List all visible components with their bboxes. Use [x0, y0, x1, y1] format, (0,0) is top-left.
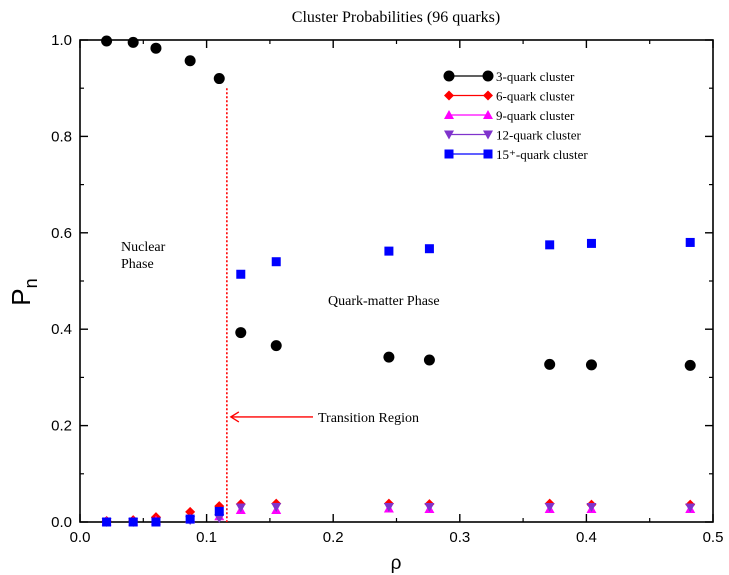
legend-label: 6-quark cluster	[496, 89, 575, 104]
data-point	[586, 503, 597, 513]
y-tick-label: 0.0	[51, 514, 72, 531]
transition-region-label: Transition Region	[318, 411, 419, 426]
series-0	[101, 35, 696, 371]
y-axis-label-main: P	[6, 288, 36, 305]
data-point	[128, 517, 138, 527]
legend-marker	[483, 130, 493, 140]
data-point	[151, 517, 161, 527]
data-point	[214, 514, 225, 524]
plot-frame	[79, 39, 714, 523]
x-tick-label: 0.0	[70, 529, 91, 546]
data-point	[383, 351, 395, 363]
legend-marker	[483, 110, 493, 119]
data-point	[101, 35, 113, 47]
data-point	[235, 503, 246, 513]
data-point	[585, 359, 597, 371]
data-point	[586, 238, 596, 248]
x-tick-label: 0.5	[703, 529, 724, 546]
legend-item: 9-quark cluster	[444, 108, 575, 123]
data-point	[423, 354, 435, 366]
data-point	[150, 42, 162, 54]
legend-label: 15⁺-quark cluster	[496, 147, 588, 162]
x-tick-label: 0.2	[323, 529, 344, 546]
data-point	[214, 506, 224, 516]
nuclear-phase-label-line1: Nuclear	[121, 240, 166, 255]
legend-item: 6-quark cluster	[444, 89, 575, 104]
x-tick-label: 0.3	[449, 529, 470, 546]
data-point	[102, 517, 112, 527]
data-point	[270, 340, 282, 352]
data-point	[185, 506, 196, 517]
y-tick-label: 1.0	[51, 32, 72, 49]
legend-item: 15⁺-quark cluster	[444, 147, 588, 162]
nuclear-phase-label-line2: Phase	[121, 257, 154, 272]
data-point	[684, 359, 696, 371]
x-axis-label: ρ	[391, 553, 402, 574]
data-point	[685, 503, 696, 513]
legend-item: 3-quark cluster	[443, 69, 575, 84]
data-point	[236, 269, 246, 279]
chart-title: Cluster Probabilities (96 quarks)	[292, 9, 500, 26]
x-tick-label: 0.4	[576, 529, 597, 546]
legend-marker	[483, 149, 493, 159]
legend: 3-quark cluster 6-quark cluster 9-quark cl…	[443, 69, 588, 162]
legend-marker	[443, 70, 455, 82]
legend-marker	[444, 130, 454, 140]
legend-label: 9-quark cluster	[496, 108, 575, 123]
data-point	[545, 240, 555, 250]
data-point	[424, 503, 435, 513]
legend-label: 3-quark cluster	[496, 69, 575, 84]
y-tick-label: 0.6	[51, 225, 72, 242]
data-point	[544, 358, 556, 370]
legend-item: 12-quark cluster	[444, 128, 582, 143]
y-axis-label-subscript: n	[21, 278, 41, 288]
data-point	[185, 514, 195, 524]
legend-marker	[483, 90, 493, 101]
data-point	[127, 36, 139, 48]
data-point	[424, 244, 434, 254]
legend-marker	[482, 70, 494, 82]
data-point	[384, 246, 394, 256]
y-tick-label: 0.4	[51, 321, 72, 338]
transition-arrowhead-icon	[229, 411, 240, 423]
y-tick-label: 0.2	[51, 418, 72, 435]
legend-label: 12-quark cluster	[496, 128, 582, 143]
legend-marker	[444, 110, 454, 119]
data-point	[235, 327, 247, 339]
y-axis-ticks: 0.0 0.2 0.4 0.6 0.8 1.0	[51, 32, 713, 531]
legend-marker	[444, 149, 454, 159]
quark-matter-phase-label: Quark-matter Phase	[328, 294, 440, 309]
legend-marker	[444, 90, 454, 101]
data-point	[544, 503, 555, 513]
data-points	[101, 35, 696, 527]
series-4	[102, 237, 695, 527]
data-point	[383, 503, 394, 513]
data-point	[213, 73, 225, 85]
y-axis-label: Pn	[6, 278, 41, 305]
annotations: Transition Region Nuclear Phase Quark-ma…	[121, 88, 440, 522]
x-tick-label: 0.1	[196, 529, 217, 546]
data-point	[271, 503, 282, 513]
y-tick-label: 0.8	[51, 128, 72, 145]
data-point	[271, 257, 281, 267]
data-point	[685, 237, 695, 247]
x-axis-ticks: 0.0 0.1 0.2 0.3 0.4 0.5	[70, 40, 724, 546]
data-point	[184, 55, 196, 67]
